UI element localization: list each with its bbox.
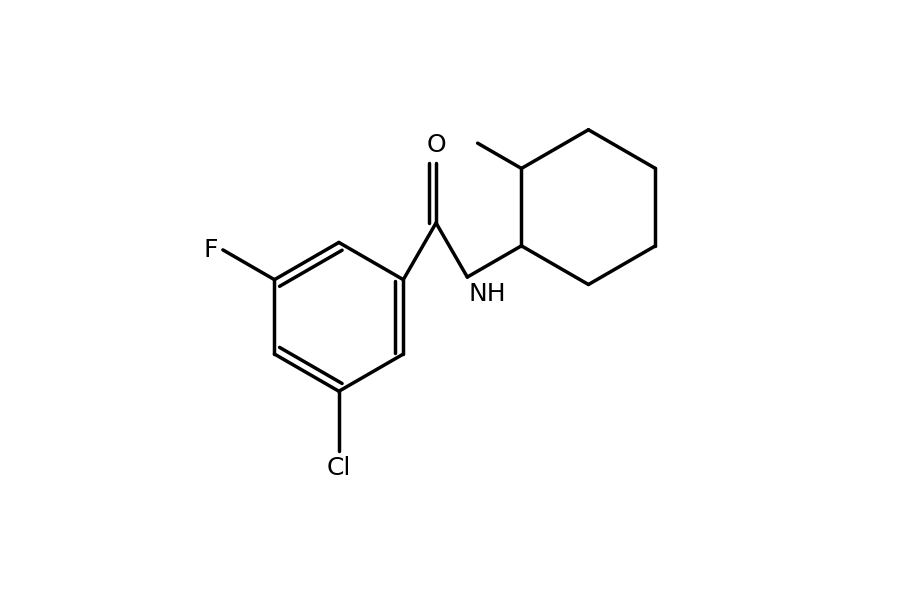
Text: F: F (204, 238, 218, 262)
Text: O: O (427, 133, 446, 157)
Text: Cl: Cl (327, 456, 351, 480)
Text: NH: NH (469, 282, 506, 306)
